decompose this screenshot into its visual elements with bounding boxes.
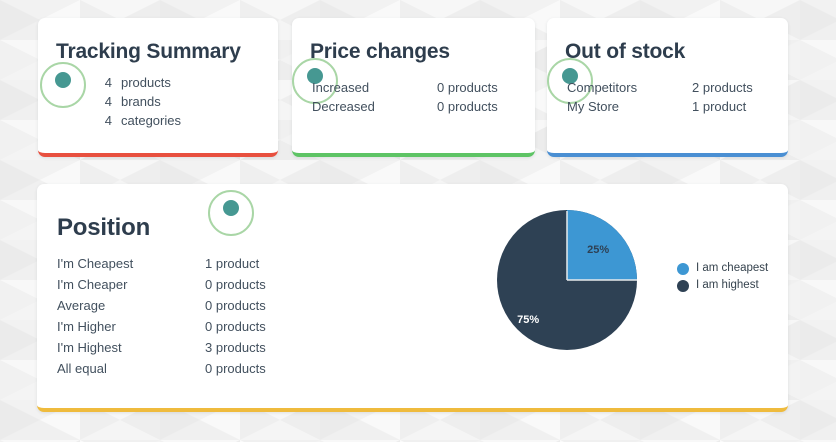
brands-label: brands: [121, 94, 161, 109]
average-value: 0 products: [205, 298, 266, 313]
tracker-dot-icon: [55, 72, 71, 88]
legend-item-highest[interactable]: I am highest: [677, 277, 768, 294]
pie-legend: I am cheapest I am highest: [677, 260, 768, 294]
my-store-value: 1 product: [692, 99, 747, 114]
row-decreased: Decreased 0 products: [292, 97, 535, 116]
row-all-equal: All equal 0 products: [37, 358, 788, 379]
legend-item-cheapest[interactable]: I am cheapest: [677, 260, 768, 277]
pie-slice-cheapest[interactable]: [567, 210, 637, 280]
im-highest-value: 3 products: [205, 340, 266, 355]
im-higher-label: I'm Higher: [57, 319, 116, 334]
row-increased: Increased 0 products: [292, 78, 535, 97]
tracker-dot-icon: [307, 68, 323, 84]
summary-row-brands: 4 brands: [100, 92, 278, 111]
position-pie-chart: 25% 75%: [497, 210, 637, 350]
im-cheaper-value: 0 products: [205, 277, 266, 292]
im-highest-label: I'm Highest: [57, 340, 122, 355]
my-store-label: My Store: [567, 99, 620, 114]
tracker-ring-icon: [208, 190, 254, 236]
tracker-dot-icon: [562, 68, 578, 84]
legend-dot-highest-icon: [677, 279, 689, 292]
legend-label-highest: I am highest: [696, 279, 759, 291]
pie-label-0: 25%: [587, 244, 609, 256]
row-im-highest: I'm Highest 3 products: [37, 337, 788, 358]
tracker-dot-icon: [223, 200, 239, 216]
competitors-label: Competitors: [567, 80, 638, 95]
im-cheapest-label: I'm Cheapest: [57, 256, 134, 271]
pie-label-1: 75%: [517, 314, 539, 326]
tracking-summary-rows: 4 products 4 brands 4 categories: [100, 73, 278, 130]
products-label: products: [121, 75, 171, 90]
all-equal-value: 0 products: [205, 361, 266, 376]
increased-value: 0 products: [437, 80, 498, 95]
categories-count: 4: [104, 113, 112, 128]
pie-chart: 25% 75%: [497, 210, 637, 350]
row-competitors: Competitors 2 products: [547, 78, 788, 97]
out-of-stock-card: Out of stock Competitors 2 products My S…: [547, 18, 788, 157]
brands-count: 4: [104, 94, 112, 109]
row-im-higher: I'm Higher 0 products: [37, 316, 788, 337]
position-card: Position I'm Cheapest 1 product I'm Chea…: [37, 184, 788, 412]
row-im-cheaper: I'm Cheaper 0 products: [37, 274, 788, 295]
im-cheapest-value: 1 product: [205, 256, 260, 271]
position-rows: I'm Cheapest 1 product I'm Cheaper 0 pro…: [37, 253, 788, 379]
decreased-label: Decreased: [312, 99, 375, 114]
summary-row-categories: 4 categories: [100, 111, 278, 130]
products-count: 4: [104, 75, 112, 90]
all-equal-label: All equal: [57, 361, 107, 376]
price-changes-title: Price changes: [310, 40, 450, 63]
legend-label-cheapest: I am cheapest: [696, 262, 769, 274]
increased-label: Increased: [312, 80, 370, 95]
row-my-store: My Store 1 product: [547, 97, 788, 116]
out-of-stock-title: Out of stock: [565, 40, 686, 63]
average-label: Average: [57, 298, 106, 313]
row-average: Average 0 products: [37, 295, 788, 316]
competitors-value: 2 products: [692, 80, 753, 95]
tracker-ring-icon: [40, 62, 86, 108]
im-cheaper-label: I'm Cheaper: [57, 277, 128, 292]
tracker-ring-icon: [547, 58, 593, 104]
categories-label: categories: [121, 113, 181, 128]
tracking-summary-card: Tracking Summary 4 products 4 brands 4 c…: [38, 18, 278, 157]
decreased-value: 0 products: [437, 99, 498, 114]
price-changes-rows: Increased 0 products Decreased 0 product…: [292, 78, 535, 116]
legend-dot-cheapest-icon: [677, 262, 689, 275]
im-higher-value: 0 products: [205, 319, 266, 334]
row-im-cheapest: I'm Cheapest 1 product: [37, 253, 788, 274]
out-of-stock-rows: Competitors 2 products My Store 1 produc…: [547, 78, 788, 116]
position-title: Position: [57, 214, 151, 241]
summary-row-products: 4 products: [100, 73, 278, 92]
price-changes-card: Price changes Increased 0 products Decre…: [292, 18, 535, 157]
tracking-summary-title: Tracking Summary: [56, 40, 241, 63]
tracker-ring-icon: [292, 58, 338, 104]
